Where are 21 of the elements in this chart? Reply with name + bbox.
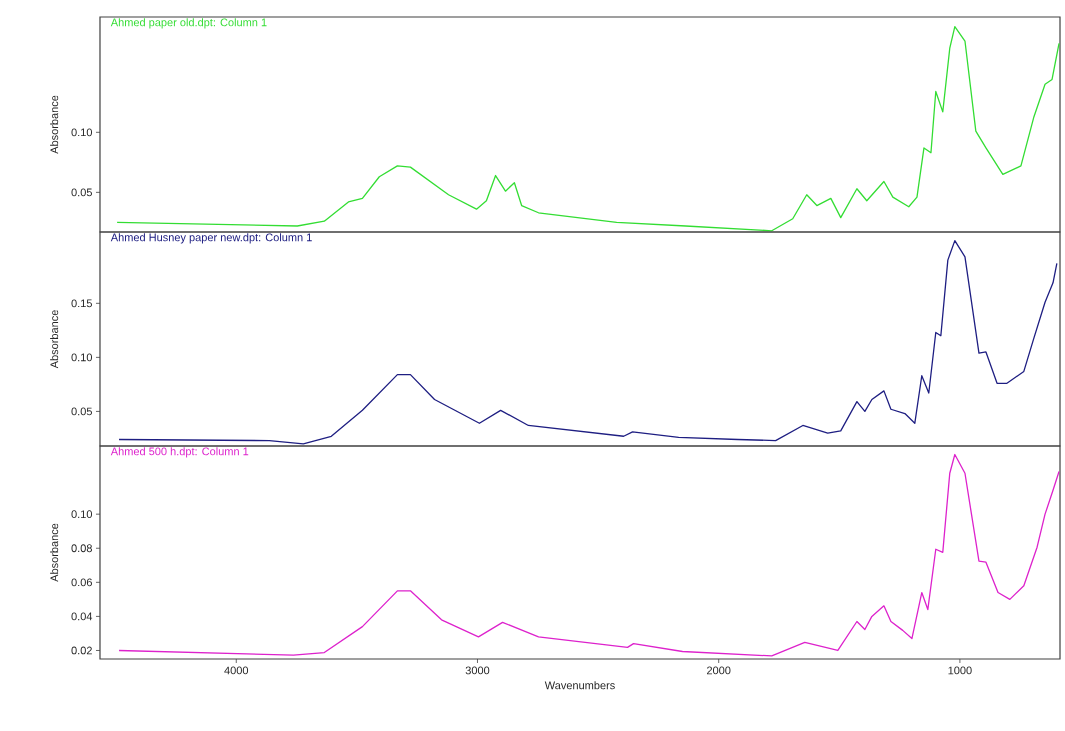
y-tick-label: 0.05 xyxy=(71,407,92,416)
y-axis-title: Absorbance xyxy=(50,523,59,582)
y-tick-label: 0.15 xyxy=(71,299,92,308)
x-tick-label: 3000 xyxy=(465,666,490,675)
y-tick-label: 0.08 xyxy=(71,544,92,553)
x-tick-label: 4000 xyxy=(224,666,249,675)
y-axis-title: Absorbance xyxy=(50,95,59,154)
x-axis-title: Wavenumbers xyxy=(544,681,615,690)
y-tick-label: 0.04 xyxy=(71,612,93,621)
text: Ahmed Husney paper new.dpt: Column 1 xyxy=(110,233,312,244)
text: Ahmed paper old.dpt: Column 1 xyxy=(110,18,267,29)
y-tick-label: 0.06 xyxy=(71,578,92,587)
text: Ahmed 500 h.dpt: Column 1 xyxy=(110,447,249,458)
y-tick-label: 0.10 xyxy=(71,510,93,519)
y-tick-label: 0.02 xyxy=(71,646,92,655)
y-tick-label: 0.10 xyxy=(71,353,93,362)
y-tick-label: 0.10 xyxy=(71,128,93,137)
x-tick-label: 2000 xyxy=(707,666,731,675)
x-tick-label: 1000 xyxy=(948,666,972,675)
y-tick-label: 0.05 xyxy=(71,188,92,197)
y-axis-title: Absorbance xyxy=(50,310,59,369)
